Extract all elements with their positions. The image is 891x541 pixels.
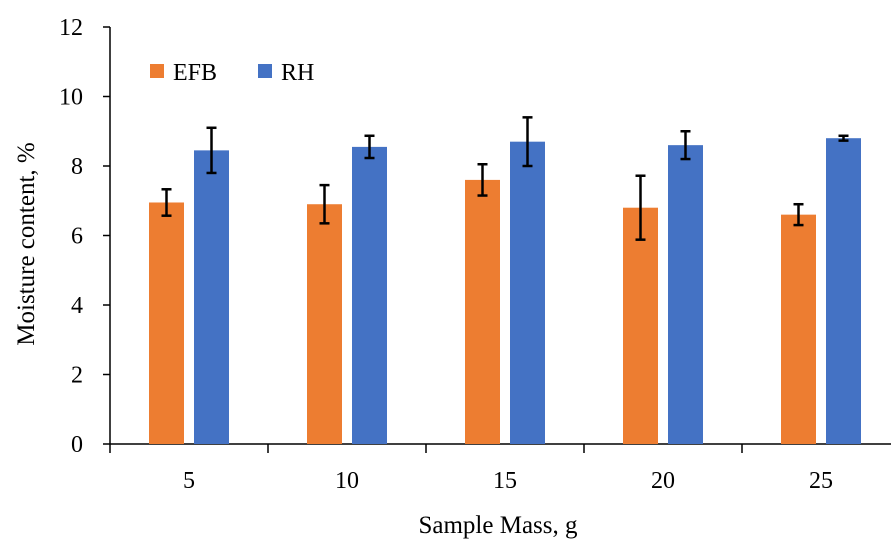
bar-efb-5 [149, 202, 184, 444]
x-tick-label: 5 [183, 468, 195, 494]
error-bar-rh-15 [522, 116, 533, 168]
legend-swatch-rh [258, 64, 272, 78]
legend-label-rh: RH [281, 60, 314, 86]
error-bar-rh-25 [838, 134, 849, 142]
bars [149, 138, 861, 445]
legend: EFB RH [150, 60, 314, 86]
y-tick-label: 2 [71, 363, 83, 389]
bar-efb-20 [623, 207, 658, 444]
error-bar-rh-5 [206, 126, 217, 175]
bar-rh-25 [826, 138, 861, 444]
y-tick-label: 6 [71, 224, 83, 250]
x-tick-label: 10 [335, 468, 359, 494]
y-tick-label: 0 [71, 432, 83, 458]
legend-label-efb: EFB [173, 60, 217, 86]
error-bar-efb-5 [161, 188, 172, 217]
bar-efb-10 [307, 204, 342, 444]
y-tick-label: 8 [71, 154, 83, 180]
x-axis: 5 10 15 20 25 [109, 443, 891, 494]
x-tick-label: 15 [493, 468, 517, 494]
x-tick-label: 25 [809, 468, 833, 494]
y-axis: 0 2 4 6 8 10 12 [59, 15, 111, 458]
y-tick-label: 10 [59, 85, 83, 111]
y-tick-label: 4 [71, 293, 83, 319]
error-bar-efb-10 [319, 183, 330, 225]
x-tick-label: 20 [651, 468, 675, 494]
error-bar-rh-20 [680, 130, 691, 161]
x-axis-title: Sample Mass, g [418, 512, 578, 539]
bar-rh-5 [194, 150, 229, 445]
bar-efb-15 [465, 179, 500, 444]
bar-rh-15 [510, 141, 545, 445]
error-bar-rh-10 [364, 134, 375, 160]
error-bar-efb-15 [477, 163, 488, 197]
y-axis-title: Moisture content, % [13, 142, 40, 345]
bar-efb-25 [781, 214, 816, 444]
y-tick-label: 12 [59, 15, 83, 41]
error-bars [161, 116, 849, 241]
legend-swatch-efb [150, 64, 164, 78]
bar-rh-20 [668, 145, 703, 444]
error-bar-efb-20 [635, 174, 646, 241]
error-bar-efb-25 [793, 202, 804, 227]
bar-rh-10 [352, 146, 387, 444]
